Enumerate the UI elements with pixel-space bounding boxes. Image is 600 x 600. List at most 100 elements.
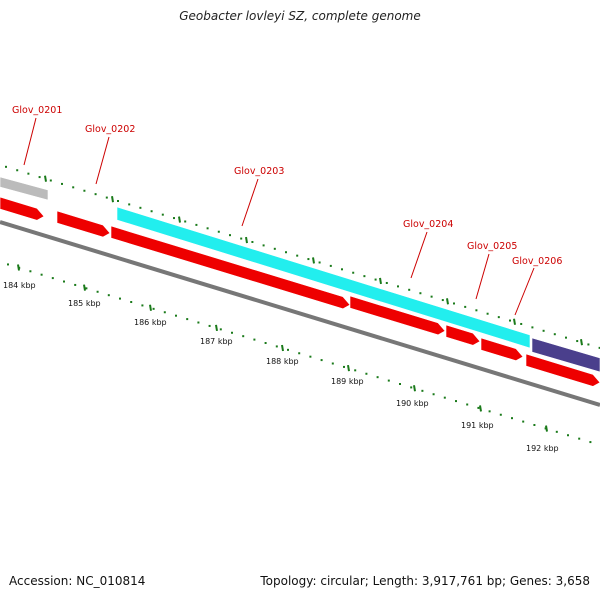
feature-track [0, 176, 600, 407]
tick-minor [352, 271, 355, 274]
tick-minor [231, 331, 233, 334]
gene-label: Glov_0202 [85, 124, 135, 135]
kbp-label: 185 kbp [68, 299, 101, 308]
tick-minor [309, 355, 312, 358]
tick-minor [242, 335, 245, 338]
tick-minor [128, 203, 131, 206]
gene-label-leader [23, 117, 37, 166]
tick-minor [533, 423, 536, 426]
tick-minor [318, 261, 321, 264]
tick-minor [264, 342, 267, 345]
tick-minor [477, 406, 480, 409]
tick-minor [27, 172, 30, 175]
tick-minor [421, 389, 424, 392]
tick-minor [83, 189, 86, 192]
tick-minor [96, 290, 99, 293]
tick-minor [85, 287, 88, 290]
tick-major [215, 324, 218, 332]
tick-minor [430, 295, 433, 298]
tick-minor [208, 324, 211, 327]
tick-minor [385, 281, 388, 284]
cds-arrow [349, 295, 446, 336]
gene-label-group: Glov_0201 Glov_0202 Glov_0203 Glov_0204 Glov… [12, 105, 562, 316]
tick-minor [432, 393, 435, 396]
tick-minor [578, 437, 581, 440]
tick-minor [587, 343, 590, 346]
gene-label-leader [410, 231, 428, 279]
tick-minor [509, 319, 511, 322]
tick-major [580, 339, 583, 346]
tick-minor [576, 340, 579, 343]
kbp-label: 186 kbp [134, 318, 167, 327]
tick-minor [253, 338, 256, 341]
tick-minor [175, 314, 177, 317]
gene-label: Glov_0206 [512, 256, 562, 267]
tick-major [44, 175, 47, 182]
tick-minor [61, 182, 63, 185]
tick-minor [16, 169, 19, 172]
kbp-label: 189 kbp [331, 377, 364, 386]
cds-arrow [445, 324, 481, 346]
tick-minor [320, 359, 323, 362]
tick-minor [464, 305, 467, 308]
tick-major [545, 425, 548, 432]
tick-minor [219, 328, 222, 331]
tick-minor [542, 329, 545, 332]
tick-minor [399, 383, 401, 385]
tick-minor [117, 199, 119, 202]
kbp-label-group: 184 kbp 185 kbp 186 kbp 187 kbp 188 kbp 189 k… [3, 281, 559, 453]
tick-major [413, 385, 416, 392]
tick-major [347, 364, 350, 372]
gene-label-leader [241, 178, 259, 227]
tick-major [111, 195, 114, 203]
tick-minor [522, 420, 525, 423]
tick-minor [94, 193, 97, 196]
tick-minor [141, 304, 144, 307]
tick-minor [63, 280, 65, 283]
tick-minor [343, 365, 345, 368]
tick-minor [296, 254, 299, 257]
tick-minor [475, 309, 478, 312]
tick-minor [107, 294, 110, 297]
tick-minor [195, 223, 198, 226]
tick-minor [275, 345, 278, 348]
tick-minor [163, 311, 166, 314]
genome-info-text: Topology: circular; Length: 3,917,761 bp… [260, 574, 590, 588]
tick-minor [251, 240, 254, 243]
map-title: Geobacter lovleyi SZ, complete genome [179, 9, 421, 23]
inner-tick-ring [7, 263, 592, 444]
kbp-label: 184 kbp [3, 281, 36, 290]
cds-arrow [56, 210, 111, 238]
tick-minor [567, 434, 569, 437]
purple-feature [531, 337, 600, 373]
tick-minor [7, 263, 9, 266]
kbp-label: 190 kbp [396, 399, 429, 408]
tick-minor [565, 336, 567, 339]
tick-minor [51, 277, 54, 280]
tick-minor [365, 372, 368, 375]
tick-minor [555, 430, 558, 433]
outer-tick-ring [5, 165, 600, 349]
tick-minor [273, 247, 276, 250]
tick-minor [197, 321, 200, 324]
kbp-label: 187 kbp [200, 337, 233, 346]
cds-arrow [525, 353, 600, 387]
genome-backbone [0, 220, 600, 407]
grey-feature [0, 176, 49, 201]
tick-minor [119, 297, 121, 300]
tick-minor [229, 234, 231, 237]
tick-minor [40, 273, 43, 276]
kbp-label: 192 kbp [526, 444, 559, 453]
gene-label-leader [95, 136, 110, 185]
tick-minor [186, 318, 189, 321]
tick-minor [49, 179, 52, 182]
accession-text: Accession: NC_010814 [9, 574, 146, 588]
tick-minor [497, 316, 500, 319]
tick-minor [408, 288, 411, 291]
tick-minor [455, 400, 457, 403]
tick-minor [161, 213, 164, 216]
tick-minor [598, 346, 600, 349]
tick-major [281, 344, 284, 352]
tick-major [312, 257, 315, 264]
